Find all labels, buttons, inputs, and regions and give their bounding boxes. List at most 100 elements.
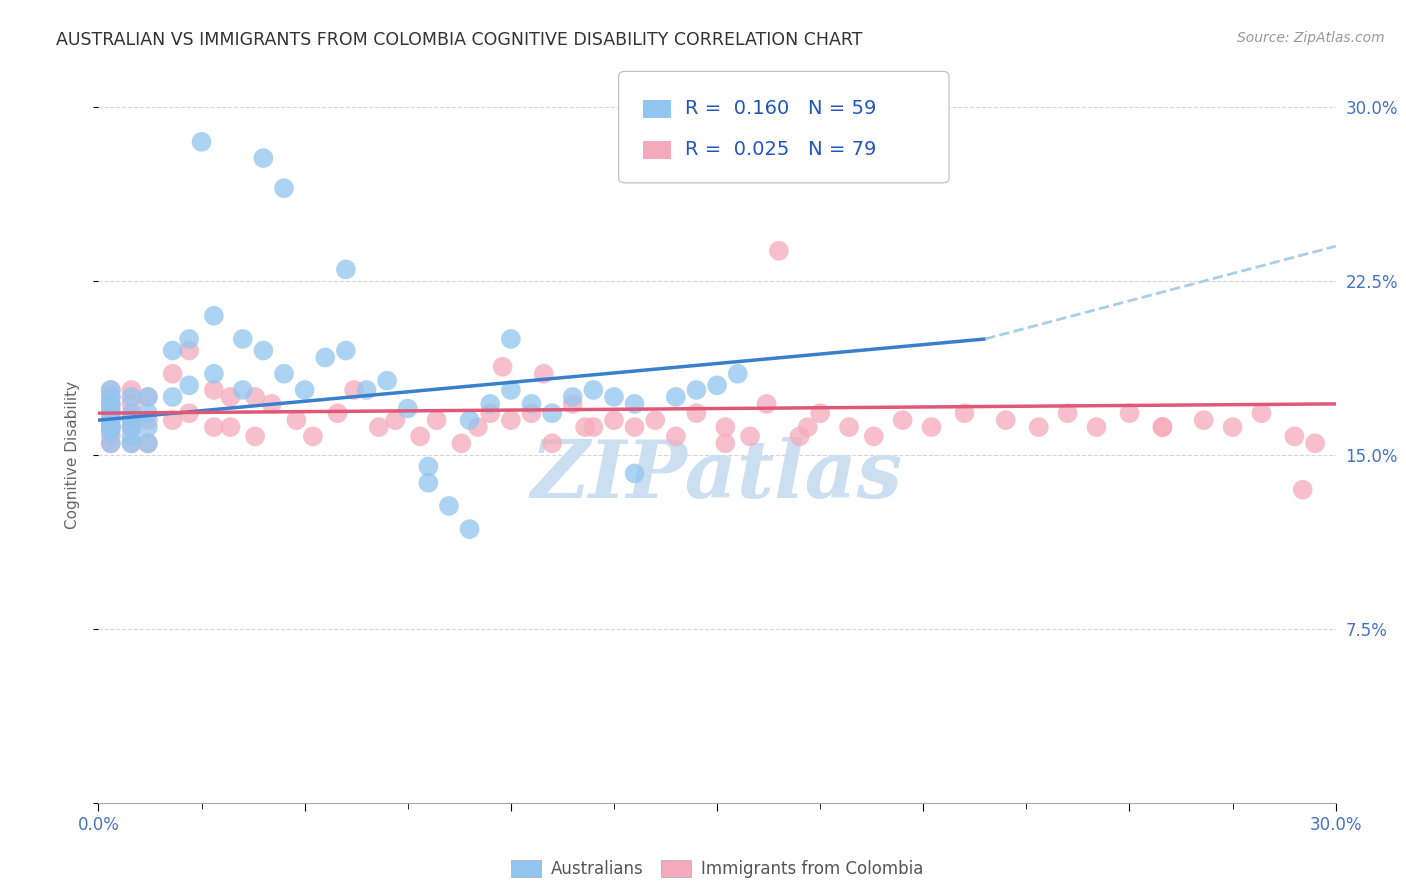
Point	[520, 406, 543, 420]
Point	[685, 406, 707, 420]
Point	[243, 429, 266, 443]
Point	[862, 429, 884, 443]
Point	[499, 413, 522, 427]
Point	[120, 436, 142, 450]
Point	[120, 436, 142, 450]
Point	[136, 413, 159, 427]
Point	[582, 420, 605, 434]
Point	[706, 378, 728, 392]
Point	[136, 436, 159, 450]
Point	[120, 406, 142, 420]
Point	[994, 413, 1017, 427]
Point	[162, 390, 184, 404]
Point	[219, 390, 242, 404]
Point	[302, 429, 325, 443]
Point	[120, 383, 142, 397]
Point	[100, 413, 122, 427]
Point	[232, 332, 254, 346]
Point	[520, 397, 543, 411]
Point	[541, 436, 564, 450]
Point	[273, 367, 295, 381]
Point	[738, 429, 761, 443]
Point	[136, 436, 159, 450]
Point	[582, 383, 605, 397]
Point	[202, 420, 225, 434]
Y-axis label: Cognitive Disability: Cognitive Disability	[65, 381, 80, 529]
Point	[755, 397, 778, 411]
Point	[1250, 406, 1272, 420]
Point	[458, 522, 481, 536]
Point	[343, 383, 366, 397]
Point	[120, 390, 142, 404]
Point	[499, 383, 522, 397]
Point	[1056, 406, 1078, 420]
Point	[162, 413, 184, 427]
Point	[100, 420, 122, 434]
Point	[100, 401, 122, 416]
Point	[202, 309, 225, 323]
Point	[252, 343, 274, 358]
Point	[219, 420, 242, 434]
Point	[136, 420, 159, 434]
Point	[100, 413, 122, 427]
Point	[623, 467, 645, 481]
Point	[491, 359, 513, 374]
Point	[100, 397, 122, 411]
Point	[100, 406, 122, 420]
Point	[232, 383, 254, 397]
Point	[314, 351, 336, 365]
Point	[1292, 483, 1315, 497]
Point	[499, 332, 522, 346]
Point	[450, 436, 472, 450]
Point	[260, 397, 283, 411]
Point	[179, 406, 201, 420]
Text: AUSTRALIAN VS IMMIGRANTS FROM COLOMBIA COGNITIVE DISABILITY CORRELATION CHART: AUSTRALIAN VS IMMIGRANTS FROM COLOMBIA C…	[56, 31, 863, 49]
Point	[418, 459, 440, 474]
Point	[294, 383, 316, 397]
Point	[136, 406, 159, 420]
Point	[603, 390, 626, 404]
Point	[120, 413, 142, 427]
Point	[789, 429, 811, 443]
Point	[100, 390, 122, 404]
Point	[100, 390, 122, 404]
Point	[437, 499, 460, 513]
Point	[665, 429, 688, 443]
Point	[1303, 436, 1326, 450]
Text: R =  0.025   N = 79: R = 0.025 N = 79	[685, 140, 876, 159]
Point	[714, 420, 737, 434]
Point	[120, 413, 142, 427]
Point	[100, 397, 122, 411]
Point	[409, 429, 432, 443]
Point	[953, 406, 976, 420]
Point	[418, 475, 440, 490]
Point	[179, 343, 201, 358]
Point	[202, 367, 225, 381]
Point	[467, 420, 489, 434]
Point	[1118, 406, 1140, 420]
Point	[326, 406, 349, 420]
Point	[100, 436, 122, 450]
Point	[243, 390, 266, 404]
Point	[603, 413, 626, 427]
Point	[179, 378, 201, 392]
Point	[665, 390, 688, 404]
Point	[1152, 420, 1174, 434]
Point	[120, 420, 142, 434]
Point	[162, 367, 184, 381]
Point	[623, 420, 645, 434]
Point	[202, 383, 225, 397]
Point	[727, 367, 749, 381]
Point	[100, 417, 122, 432]
Point	[120, 420, 142, 434]
Point	[252, 151, 274, 165]
Point	[768, 244, 790, 258]
Point	[384, 413, 406, 427]
Point	[685, 383, 707, 397]
Point	[335, 262, 357, 277]
Point	[561, 390, 583, 404]
Point	[367, 420, 389, 434]
Point	[714, 436, 737, 450]
Point	[335, 343, 357, 358]
Point	[100, 383, 122, 397]
